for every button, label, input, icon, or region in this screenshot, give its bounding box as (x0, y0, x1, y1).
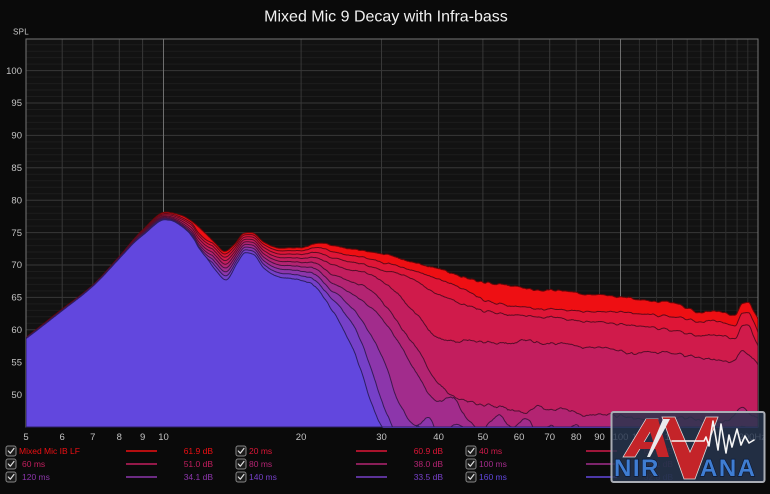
svg-text:80 ms: 80 ms (249, 459, 272, 469)
svg-text:50: 50 (11, 390, 22, 401)
svg-text:30: 30 (376, 432, 387, 443)
svg-text:70: 70 (544, 432, 555, 443)
svg-text:60: 60 (11, 325, 22, 336)
svg-text:100: 100 (6, 66, 22, 77)
svg-text:60: 60 (514, 432, 525, 443)
svg-text:55: 55 (11, 357, 22, 368)
svg-text:5: 5 (23, 432, 28, 443)
svg-text:SPL: SPL (13, 28, 29, 37)
svg-text:20 ms: 20 ms (249, 446, 272, 456)
svg-text:140 ms: 140 ms (249, 472, 277, 482)
svg-text:60 ms: 60 ms (22, 459, 45, 469)
svg-text:9: 9 (140, 432, 145, 443)
svg-text:34.1 dB: 34.1 dB (184, 472, 214, 482)
svg-text:95: 95 (11, 98, 22, 109)
svg-text:6: 6 (60, 432, 65, 443)
svg-text:33.5 dB: 33.5 dB (414, 472, 444, 482)
svg-text:NIR: NIR (614, 455, 660, 482)
svg-text:75: 75 (11, 228, 22, 239)
svg-text:160 ms: 160 ms (479, 472, 507, 482)
svg-text:61.9 dB: 61.9 dB (184, 446, 214, 456)
svg-text:65: 65 (11, 293, 22, 304)
svg-text:40: 40 (433, 432, 444, 443)
svg-text:7: 7 (90, 432, 95, 443)
svg-text:90: 90 (11, 131, 22, 142)
svg-text:38.0 dB: 38.0 dB (414, 459, 444, 469)
svg-text:70: 70 (11, 260, 22, 271)
svg-text:40 ms: 40 ms (479, 446, 502, 456)
svg-text:60.9 dB: 60.9 dB (414, 446, 444, 456)
svg-text:120 ms: 120 ms (22, 472, 50, 482)
svg-text:100 ms: 100 ms (479, 459, 507, 469)
svg-text:80: 80 (11, 195, 22, 206)
svg-text:51.0 dB: 51.0 dB (184, 459, 214, 469)
svg-text:Mixed Mic IB LF: Mixed Mic IB LF (19, 446, 80, 456)
svg-text:Mixed Mic 9 Decay with Infra-b: Mixed Mic 9 Decay with Infra-bass (264, 9, 508, 26)
svg-text:90: 90 (594, 432, 605, 443)
svg-text:80: 80 (571, 432, 582, 443)
svg-text:20: 20 (296, 432, 307, 443)
svg-text:50: 50 (478, 432, 489, 443)
svg-text:ANA: ANA (700, 455, 757, 482)
svg-text:10: 10 (158, 432, 169, 443)
svg-text:8: 8 (117, 432, 122, 443)
svg-text:85: 85 (11, 163, 22, 174)
